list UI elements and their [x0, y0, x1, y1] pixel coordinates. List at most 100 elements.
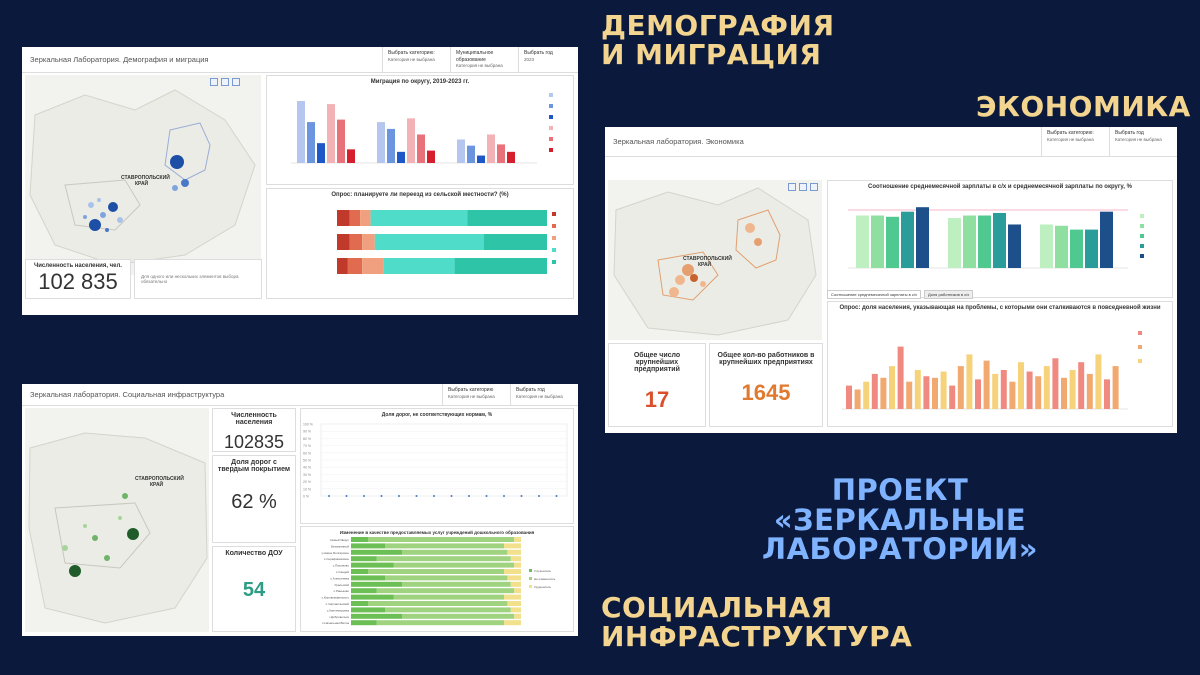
heading-demography-line1: ДЕМОГРАФИЯ — [601, 9, 835, 42]
social-stack-segment — [351, 613, 402, 619]
social-line-point — [363, 495, 365, 497]
social-stack-segment — [385, 543, 504, 549]
demo-bar — [407, 118, 415, 163]
economy-list-button[interactable] — [799, 183, 807, 191]
economy-kpi2-label: Общее кол-во работников в крупнейших пре… — [717, 352, 815, 366]
econ-survey-bar — [1043, 366, 1050, 409]
demo-bar — [387, 128, 395, 163]
social-map-canvas: СТАВРОПОЛЬСКИЙ КРАЙ — [28, 432, 208, 624]
demo-stack-segment — [370, 210, 468, 226]
social-ytick: 90 % — [303, 430, 311, 434]
social-row-label: с.Алексеевка — [330, 576, 349, 580]
econ-survey-bar — [854, 389, 861, 409]
social-kpi1-value: 102835 — [223, 432, 285, 452]
econ-bar — [948, 218, 961, 268]
social-row-label: с.Пахомово — [333, 564, 350, 568]
economy-kpi2-value: 1645 — [741, 380, 791, 405]
economy-kpi2-panel: Общее кол-во работников в крупнейших пре… — [709, 343, 823, 427]
heading-demography: ДЕМОГРАФИЯ И МИГРАЦИЯ — [601, 9, 835, 69]
social-row-label: Безымянный — [331, 544, 349, 548]
social-ytick: 80 % — [303, 437, 311, 441]
social-row-label: с.Начальная Вилза — [322, 621, 349, 625]
economy-zoom-button[interactable] — [788, 183, 796, 191]
econ-survey-bar — [932, 377, 938, 409]
econ-bar — [901, 211, 914, 268]
demo-stack-segment — [337, 258, 348, 274]
social-stack-segment — [351, 620, 377, 626]
social-stack-segment — [507, 575, 521, 581]
social-stack-segment — [368, 601, 508, 606]
econ-survey-bar — [992, 373, 999, 409]
social-stack-segment — [351, 556, 377, 562]
social-map[interactable]: СТАВРОПОЛЬСКИЙ КРАЙ — [25, 408, 209, 632]
demo-bar — [347, 149, 355, 163]
demo-bar — [497, 144, 505, 163]
social-stack-segment — [351, 549, 402, 555]
demography-select-year[interactable]: Выбрать год 2023 — [518, 47, 578, 72]
econ-survey-bar — [880, 377, 887, 409]
social-stack-segment — [351, 569, 368, 574]
demo-stack-segment — [383, 258, 455, 274]
social-roads-chart: Доля дорог, не соответствующих нормам, %… — [300, 408, 574, 524]
social-kpi3-label: Количество ДОУ — [225, 550, 283, 557]
social-select-year[interactable]: Выбрать год Категория не выбрана — [510, 384, 578, 405]
econ-survey-bar — [1069, 370, 1076, 409]
demography-map[interactable]: СТАВРОПОЛЬСКИЙ КРАЙ — [25, 75, 261, 275]
econ-survey-bar — [863, 381, 870, 409]
demo-legend-swatch — [549, 148, 553, 152]
econ-survey-bar — [1112, 366, 1119, 409]
economy-select-year[interactable]: Выбрать год Категория не выбрана — [1109, 127, 1177, 156]
demo-legend-swatch — [549, 137, 553, 141]
social-legend-label: Не изменилось — [534, 577, 556, 581]
economy-grid-button[interactable] — [810, 183, 818, 191]
social-stack-segment — [510, 607, 521, 613]
econ-bar — [1008, 224, 1021, 268]
demography-map-canvas: СТАВРОПОЛЬСКИЙ КРАЙ — [29, 89, 256, 266]
social-stack-segment — [393, 562, 515, 568]
demography-survey-title: Опрос: планируете ли переезд из сельской… — [331, 192, 509, 198]
econ-survey-bar — [957, 366, 964, 409]
economy-map-label: СТАВРОПОЛЬСКИЙ — [683, 254, 732, 262]
tab-salary[interactable]: Соотношение среднемесячной зарплаты в с/… — [827, 290, 921, 299]
demo-stack-segment — [349, 210, 361, 226]
demo-legend-swatch — [549, 93, 553, 97]
social-line-point — [485, 495, 488, 497]
demography-migration-svg — [291, 93, 553, 164]
econ-survey-bar — [1018, 362, 1024, 409]
econ-survey-bar — [889, 366, 895, 409]
tab-workers[interactable]: Доля работников в с/х — [923, 290, 974, 299]
demography-list-button[interactable] — [221, 78, 229, 86]
econ-survey-bar — [1095, 354, 1102, 409]
econ-survey-bar — [949, 385, 956, 409]
heading-project-line1: ПРОЕКТ — [831, 473, 969, 507]
social-row-label: с.Сандей — [336, 570, 349, 574]
econ-bar — [886, 216, 899, 268]
economy-select-category[interactable]: Выбрать категорию: Категория не выбрана — [1041, 127, 1109, 156]
econ-survey-legend-swatch — [1138, 359, 1142, 363]
social-row-label: с.Серафимовское — [324, 557, 349, 561]
demography-select-municipality[interactable]: Муниципальное образование Категория не вы… — [450, 47, 518, 72]
econ-survey-legend-swatch — [1138, 331, 1142, 335]
economy-map[interactable]: СТАВРОПОЛЬСКИЙ КРАЙ — [608, 180, 822, 340]
demography-map-label: СТАВРОПОЛЬСКИЙ — [121, 173, 170, 181]
econ-survey-bar — [975, 379, 981, 409]
econ-survey-bar — [983, 360, 990, 409]
demo-bar — [307, 122, 315, 163]
social-ytick: 50 % — [303, 459, 311, 463]
demography-select-category[interactable]: Выбрать категорию: Категория не выбрана — [382, 47, 450, 72]
social-row-label: Новый Янаул — [330, 538, 349, 542]
heading-social-line1: СОЦИАЛЬНАЯ — [601, 591, 833, 624]
econ-bar — [916, 207, 929, 268]
econ-bar — [856, 215, 869, 268]
demography-dashboard: Зеркальная Лаборатория. Демография и миг… — [22, 47, 578, 315]
demography-title: Зеркальная Лаборатория. Демография и миг… — [30, 55, 209, 64]
demography-grid-button[interactable] — [232, 78, 240, 86]
social-dashboard: Зеркальная лаборатория. Социальная инфра… — [22, 384, 578, 636]
social-select-category[interactable]: Выбрать категорию Категория не выбрана — [442, 384, 510, 405]
demo-stack-segment — [337, 210, 350, 226]
social-stack-segment — [351, 575, 385, 581]
social-preschool-chart: Изменение в качестве предоставляемых усл… — [300, 526, 574, 632]
demography-zoom-button[interactable] — [210, 78, 218, 86]
econ-survey-bar — [1009, 381, 1016, 409]
social-stack-segment — [514, 613, 521, 619]
